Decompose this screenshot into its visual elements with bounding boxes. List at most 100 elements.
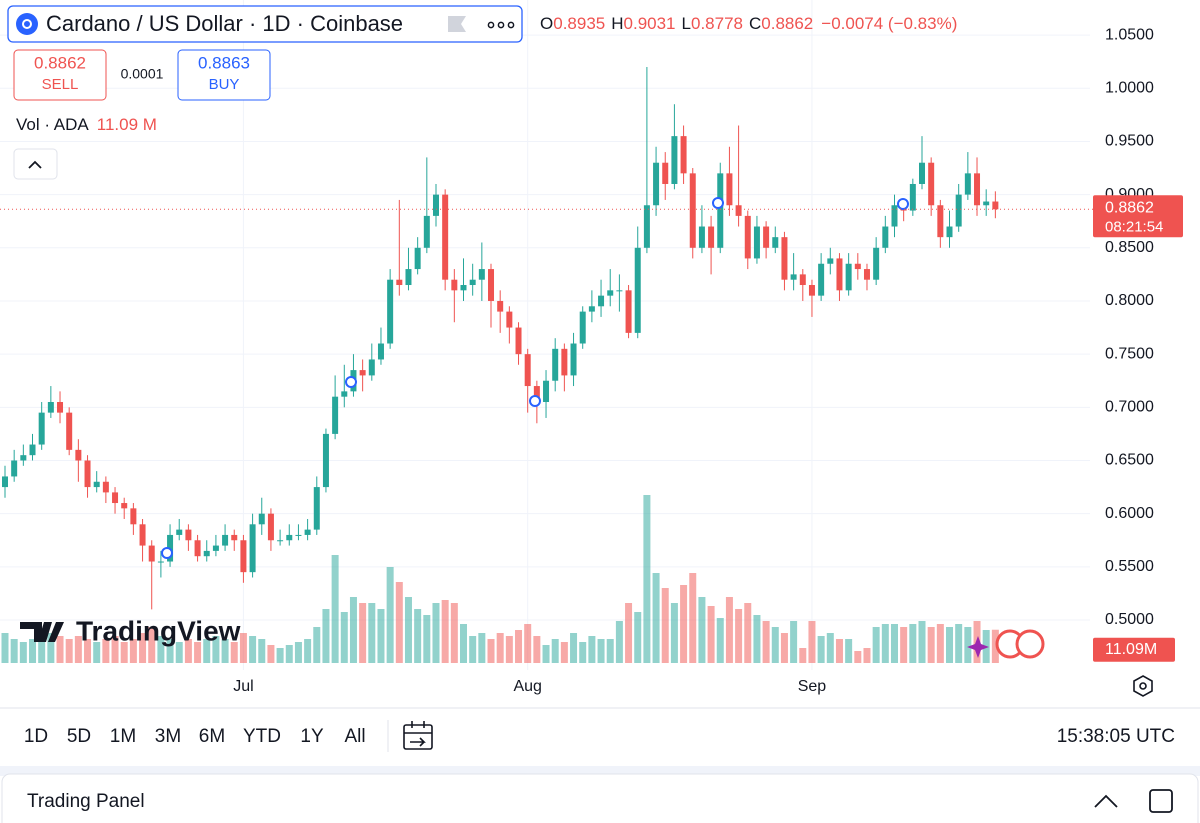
candle-body [662,162,669,184]
volume-bar [872,627,880,663]
candle-body [808,285,815,296]
candle-body [451,279,458,291]
ohlc-legend: O0.8935 H0.9031 L0.8778 C0.8862 −0.0074 (−0.… [540,14,957,33]
range-button[interactable]: 1M [110,726,136,747]
volume-bar [533,636,541,663]
candle-body [157,561,164,563]
trading-panel[interactable] [1,773,1199,823]
range-button[interactable]: 3M [155,726,181,747]
range-button[interactable]: 1D [24,726,48,747]
volume-bar [313,627,321,663]
volume-bar [496,633,504,663]
volume-bar [230,642,238,663]
symbol-box[interactable] [7,5,523,43]
settings-icon-dot [1139,682,1147,690]
candle-body [38,412,45,445]
candle-body [515,327,522,355]
ohlc-value: 0.8935 [553,14,605,33]
event-marker[interactable] [712,197,724,209]
event-markers [161,197,1045,659]
last-volume-label: 11.09M [1105,641,1157,658]
volume-bar [799,648,807,663]
event-marker[interactable] [897,198,909,210]
last-price-box [1093,195,1183,238]
range-button[interactable]: 6M [199,726,225,747]
volume-bar [331,555,339,663]
volume-bar [505,636,513,663]
sell-button[interactable] [13,49,107,101]
volume-bar [643,495,651,663]
event-star[interactable] [967,636,989,658]
candle-body [671,136,678,184]
volume-bar [423,615,431,663]
volume-bar [991,629,999,663]
volume-bar [863,648,871,663]
volume-bar [579,642,587,663]
volume-bar [29,639,37,663]
symbol-title: Cardano / US Dollar · 1D · Coinbase [46,11,403,36]
candle-body [799,274,806,286]
trading-panel-title: Trading Panel [27,791,145,812]
volume-legend: Vol · ADA 11.09 M [16,115,157,134]
volume-bar [661,588,669,663]
volume-bar [157,636,165,663]
y-tick-label: 0.8000 [1105,292,1154,309]
flag-icon[interactable] [448,16,466,32]
event-flag[interactable] [1015,629,1045,659]
event-marker[interactable] [161,547,173,559]
more-icon[interactable] [487,21,515,29]
volume-bar [249,636,257,663]
candle-body [561,348,568,376]
volume-legend-title: Vol · ADA [16,115,89,134]
volume-bar [359,603,367,663]
volume-bar [606,639,614,663]
expand-icon[interactable] [1094,794,1118,808]
ohlc-letter: H [611,14,623,33]
candle-body [203,550,210,557]
event-marker[interactable] [345,376,357,388]
volume-bar [698,597,706,663]
candle-body [579,311,586,344]
candle-body [121,503,128,509]
volume-bar [762,621,770,663]
candle-body [442,194,449,280]
range-button[interactable]: All [344,726,365,747]
settings-icon[interactable] [1133,675,1153,697]
candle-body [937,205,944,238]
candle-body [240,540,247,573]
volume-bar [175,642,183,663]
volume-bar [368,603,376,663]
volume-bar [38,636,46,663]
candle-body [863,269,870,280]
volume-bar [725,597,733,663]
volume-bar [349,597,357,663]
maximize-icon[interactable] [1149,789,1173,813]
volume-bar [10,639,18,663]
volume-bar [102,639,110,663]
collapse-button[interactable] [13,148,58,180]
volume-bar [771,627,779,663]
candle-body [854,263,861,270]
range-button[interactable]: 1Y [300,726,324,747]
y-tick-label: 1.0500 [1105,26,1154,43]
event-marker[interactable] [529,395,541,407]
volume-bar [487,639,495,663]
candle-body [148,545,155,562]
buy-button[interactable] [177,49,271,101]
volume-bar [918,621,926,663]
volume-bar [74,636,82,663]
candle-body [267,513,274,541]
range-button[interactable]: YTD [243,726,281,747]
volume-bar [744,603,752,663]
last-volume-box [1093,637,1175,662]
candle-body [552,348,559,381]
candle-body [488,269,495,301]
range-button[interactable]: 5D [67,726,91,747]
goto-date-icon[interactable] [403,721,433,750]
candle-body [909,183,916,211]
volume-bar [450,603,458,663]
volume-bar [524,624,532,663]
volume-bar [285,645,293,663]
buy-price: 0.8863 [198,53,250,72]
x-tick-label: Aug [513,678,541,695]
